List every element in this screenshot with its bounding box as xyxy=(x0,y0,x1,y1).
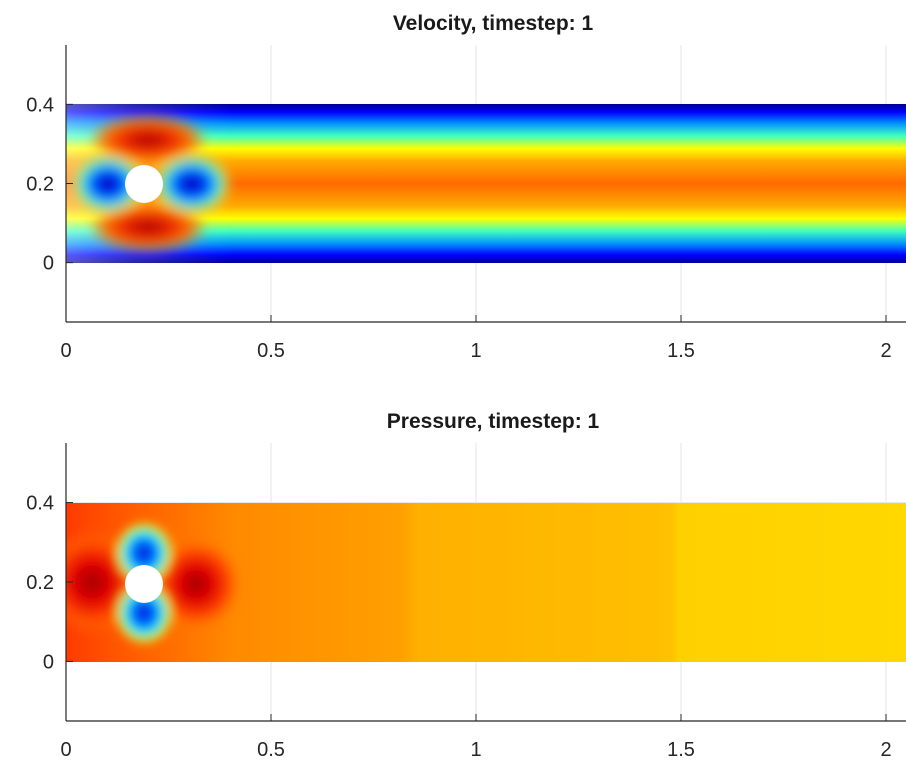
pressure-low-below-cylinder xyxy=(114,581,174,645)
pressure-cylinder-obstacle xyxy=(125,565,163,603)
pressure-x-tick-label: 0.5 xyxy=(257,739,285,761)
velocity-field xyxy=(66,104,906,263)
pressure-y-tick-label: 0.2 xyxy=(26,572,54,594)
pressure-plot-svg: Pressure, timestep: 1 0 0.5 1 1.5 2 0 0.2 0.4 xyxy=(26,410,906,761)
pressure-y-tick-label: 0 xyxy=(43,651,54,673)
pressure-ticks: 0 0.5 1 1.5 2 0 0.2 0.4 xyxy=(26,493,891,761)
velocity-y-tick-label: 0 xyxy=(43,253,54,275)
velocity-cylinder-obstacle xyxy=(125,165,163,203)
velocity-title: Velocity, timestep: 1 xyxy=(393,12,594,35)
pressure-title: Pressure, timestep: 1 xyxy=(387,410,600,433)
velocity-high-above-cylinder xyxy=(88,114,208,166)
pressure-x-tick-label: 0 xyxy=(60,739,71,761)
velocity-x-tick-label: 1 xyxy=(470,340,481,362)
pressure-y-tick-label: 0.4 xyxy=(26,493,54,515)
pressure-field xyxy=(66,503,906,662)
velocity-ticks: 0 0.5 1 1.5 2 0 0.2 0.4 xyxy=(26,94,891,362)
pressure-low-above-cylinder xyxy=(114,521,174,585)
velocity-plot-svg: Velocity, timestep: 1 0 0.5 1 1.5 2 0 0.2 0.4 xyxy=(26,12,906,362)
velocity-plot: Velocity, timestep: 1 0 0.5 1 1.5 2 0 0.2 0.4 xyxy=(26,12,906,362)
velocity-low-upstream-cylinder xyxy=(72,154,144,214)
velocity-y-tick-label: 0.2 xyxy=(26,174,54,196)
pressure-x-tick-label: 2 xyxy=(880,739,891,761)
velocity-x-tick-label: 0 xyxy=(60,340,71,362)
velocity-x-tick-label: 1.5 xyxy=(667,340,695,362)
velocity-x-tick-label: 0.5 xyxy=(257,340,285,362)
velocity-x-tick-label: 2 xyxy=(880,340,891,362)
pressure-plot: Pressure, timestep: 1 0 0.5 1 1.5 2 0 0.2 0.4 xyxy=(0,385,906,767)
velocity-low-downstream-cylinder xyxy=(154,154,230,214)
velocity-high-below-cylinder xyxy=(88,201,208,253)
velocity-y-tick-label: 0.4 xyxy=(26,94,54,116)
pressure-x-tick-label: 1.5 xyxy=(667,739,695,761)
pressure-x-tick-label: 1 xyxy=(470,739,481,761)
